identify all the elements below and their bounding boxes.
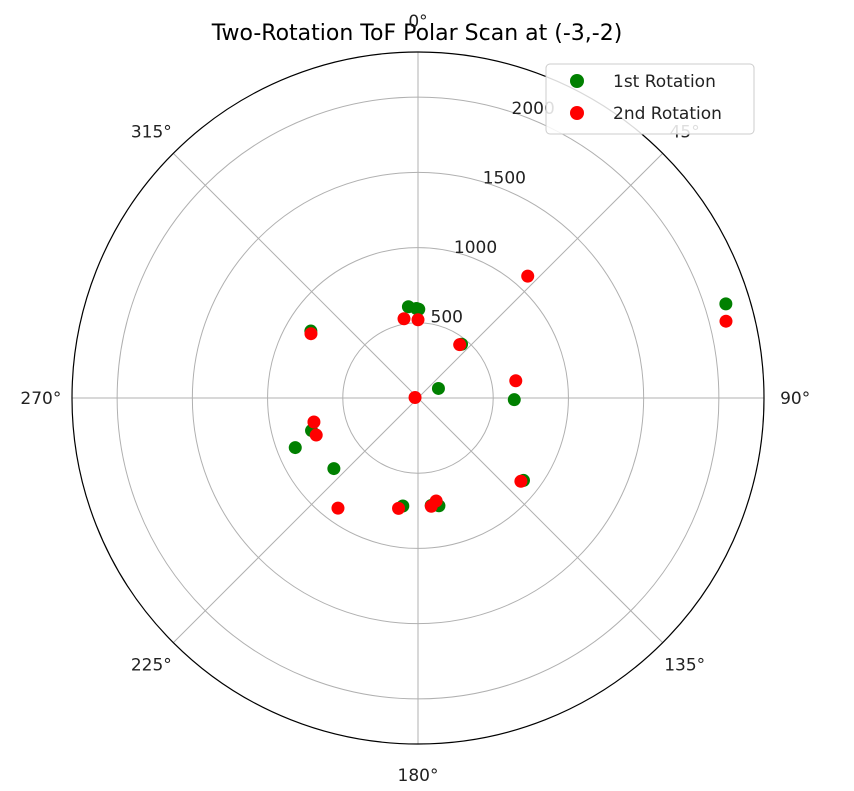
radial-tick-label: 1000 bbox=[454, 238, 497, 258]
angular-gridline-3 bbox=[417, 397, 664, 644]
data-point bbox=[509, 374, 523, 388]
data-point bbox=[327, 462, 341, 476]
radial-tick-label: 500 bbox=[431, 308, 463, 328]
theta-tick-label: 180° bbox=[398, 766, 439, 786]
theta-tick-label: 315° bbox=[131, 122, 172, 142]
data-point bbox=[411, 313, 425, 327]
radial-tick-label: 2000 bbox=[512, 99, 555, 119]
data-point bbox=[408, 390, 422, 404]
data-point bbox=[397, 312, 411, 326]
data-point bbox=[507, 393, 521, 407]
series-2 bbox=[304, 269, 733, 515]
radial-tick-labels: 500 1000 1500 2000 bbox=[431, 99, 555, 327]
data-point bbox=[307, 415, 321, 429]
data-point bbox=[309, 428, 323, 442]
polar-grid bbox=[71, 51, 765, 745]
theta-tick-labels: 0°45°90°135°180°225°270°315° bbox=[20, 12, 810, 786]
legend-marker-2nd-rotation bbox=[570, 106, 584, 120]
data-point bbox=[401, 300, 415, 314]
angular-gridline-1 bbox=[417, 152, 664, 399]
theta-tick-label: 270° bbox=[20, 389, 61, 409]
legend-label-1st-rotation: 1st Rotation bbox=[613, 72, 716, 92]
angular-gridline-7 bbox=[172, 152, 419, 399]
legend-box bbox=[545, 63, 755, 135]
series-1 bbox=[288, 297, 733, 513]
polar-frame bbox=[71, 51, 765, 745]
data-point bbox=[719, 297, 733, 311]
data-point bbox=[424, 499, 438, 513]
radial-tick-label: 1500 bbox=[483, 169, 526, 189]
data-points bbox=[288, 269, 733, 515]
data-point bbox=[431, 381, 445, 395]
theta-tick-label: 225° bbox=[131, 656, 172, 676]
legend: 1st Rotation 2nd Rotation bbox=[545, 63, 755, 135]
data-point bbox=[514, 474, 528, 488]
angular-gridline-5 bbox=[172, 397, 419, 644]
data-point bbox=[288, 441, 302, 455]
data-point bbox=[331, 501, 345, 515]
data-point bbox=[304, 327, 318, 341]
theta-tick-label: 0° bbox=[408, 12, 427, 32]
theta-tick-label: 135° bbox=[664, 656, 705, 676]
legend-marker-1st-rotation bbox=[570, 74, 584, 88]
legend-label-2nd-rotation: 2nd Rotation bbox=[613, 104, 722, 124]
data-point bbox=[521, 269, 535, 283]
data-point bbox=[453, 338, 467, 352]
theta-tick-label: 90° bbox=[780, 389, 810, 409]
data-point bbox=[719, 314, 733, 328]
data-point bbox=[392, 501, 406, 515]
chart-title: Two-Rotation ToF Polar Scan at (-3,-2) bbox=[211, 21, 623, 46]
